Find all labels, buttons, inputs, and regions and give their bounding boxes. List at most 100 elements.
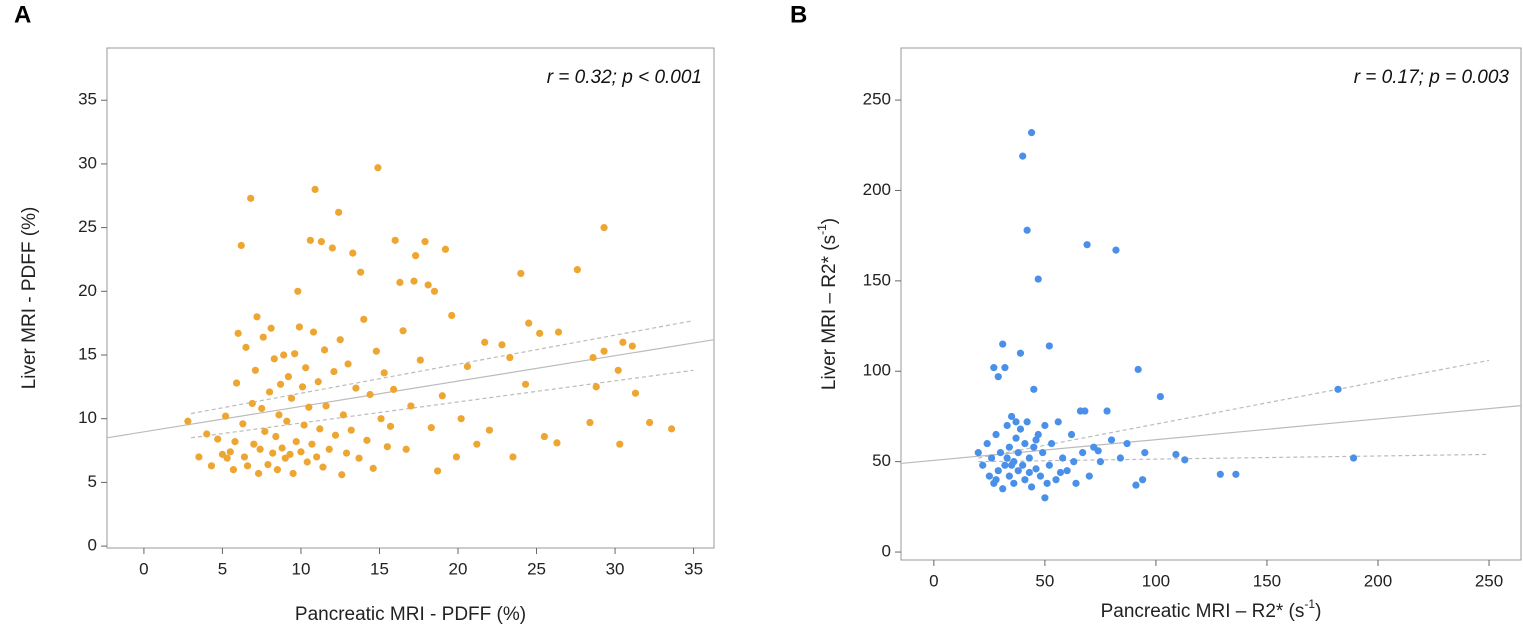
- point: [430, 287, 439, 295]
- fit-line: [900, 405, 1522, 465]
- point: [438, 392, 446, 400]
- point: [416, 356, 424, 364]
- point: [284, 373, 292, 381]
- point: [265, 388, 274, 396]
- point: [1025, 454, 1033, 462]
- point: [234, 329, 242, 337]
- annotation: r = 0.32; p < 0.001: [547, 67, 702, 88]
- point: [363, 436, 371, 444]
- x-tick-label: 150: [1253, 571, 1281, 590]
- point: [974, 449, 982, 457]
- x-tick-label: 10: [291, 559, 310, 578]
- point: [339, 411, 347, 419]
- point: [303, 458, 311, 466]
- point: [214, 435, 222, 443]
- plot-frame: [106, 47, 715, 549]
- point: [184, 417, 192, 425]
- point: [1349, 454, 1358, 462]
- x-tick-label: 25: [527, 559, 546, 578]
- point: [1107, 436, 1116, 444]
- y-tick-label: 0: [882, 542, 891, 561]
- point: [1036, 472, 1045, 480]
- point: [1041, 421, 1049, 430]
- point: [243, 462, 252, 470]
- point: [203, 430, 211, 438]
- point: [1039, 449, 1047, 457]
- point: [1007, 461, 1016, 469]
- y-tick-label: 0: [88, 536, 97, 555]
- point: [506, 353, 514, 362]
- point: [253, 313, 261, 321]
- point: [553, 439, 561, 447]
- point: [427, 424, 435, 432]
- point: [336, 336, 344, 344]
- point: [992, 476, 1000, 484]
- point: [536, 329, 544, 337]
- point: [344, 360, 352, 368]
- point: [1001, 461, 1009, 469]
- point: [331, 431, 340, 439]
- x-axis-label: Pancreatic MRI – R2* (s-1): [1101, 597, 1322, 622]
- point: [237, 241, 245, 250]
- point: [509, 453, 517, 461]
- annotation: r = 0.17; p = 0.003: [1354, 67, 1510, 88]
- point: [667, 425, 676, 433]
- point: [992, 430, 1000, 439]
- point: [1045, 461, 1053, 469]
- point: [391, 236, 399, 244]
- point: [223, 454, 231, 462]
- point: [247, 194, 255, 202]
- point: [1007, 412, 1016, 421]
- point: [985, 472, 993, 480]
- point: [330, 367, 338, 376]
- point: [396, 278, 404, 286]
- point: [433, 467, 442, 475]
- point: [1112, 246, 1120, 254]
- point: [1094, 447, 1102, 455]
- x-axis-label: Pancreatic MRI - PDFF (%): [295, 604, 526, 625]
- point: [994, 467, 1002, 475]
- point: [1012, 418, 1020, 426]
- point: [1030, 385, 1038, 393]
- point: [280, 351, 288, 359]
- point: [261, 427, 269, 436]
- point: [374, 164, 382, 172]
- y-axis-label-sup: -1: [815, 224, 829, 235]
- point: [402, 445, 410, 453]
- point: [300, 421, 308, 429]
- point: [273, 466, 281, 474]
- point: [1041, 494, 1049, 502]
- point: [1072, 479, 1080, 487]
- point: [554, 328, 563, 336]
- point: [270, 355, 278, 363]
- point: [383, 443, 391, 451]
- x-tick-label: 250: [1475, 571, 1503, 590]
- point: [380, 369, 388, 377]
- point: [1056, 468, 1065, 477]
- point: [441, 245, 450, 253]
- point: [322, 402, 330, 410]
- y-tick-label: 15: [78, 344, 97, 363]
- point: [320, 346, 329, 354]
- point: [1141, 449, 1149, 457]
- point: [1063, 467, 1071, 475]
- point: [275, 411, 283, 419]
- point: [1116, 454, 1124, 462]
- point: [1139, 476, 1147, 484]
- point: [319, 463, 327, 471]
- point: [1132, 481, 1140, 489]
- point: [1023, 226, 1031, 234]
- point: [231, 438, 239, 446]
- point: [305, 403, 313, 411]
- point: [291, 350, 299, 358]
- point: [990, 364, 998, 372]
- point: [229, 466, 238, 474]
- point: [1103, 407, 1111, 415]
- point: [1005, 472, 1013, 480]
- point: [979, 461, 987, 469]
- point: [424, 281, 432, 289]
- panel-label: B: [790, 1, 807, 28]
- point: [1003, 454, 1011, 462]
- point: [1014, 467, 1022, 475]
